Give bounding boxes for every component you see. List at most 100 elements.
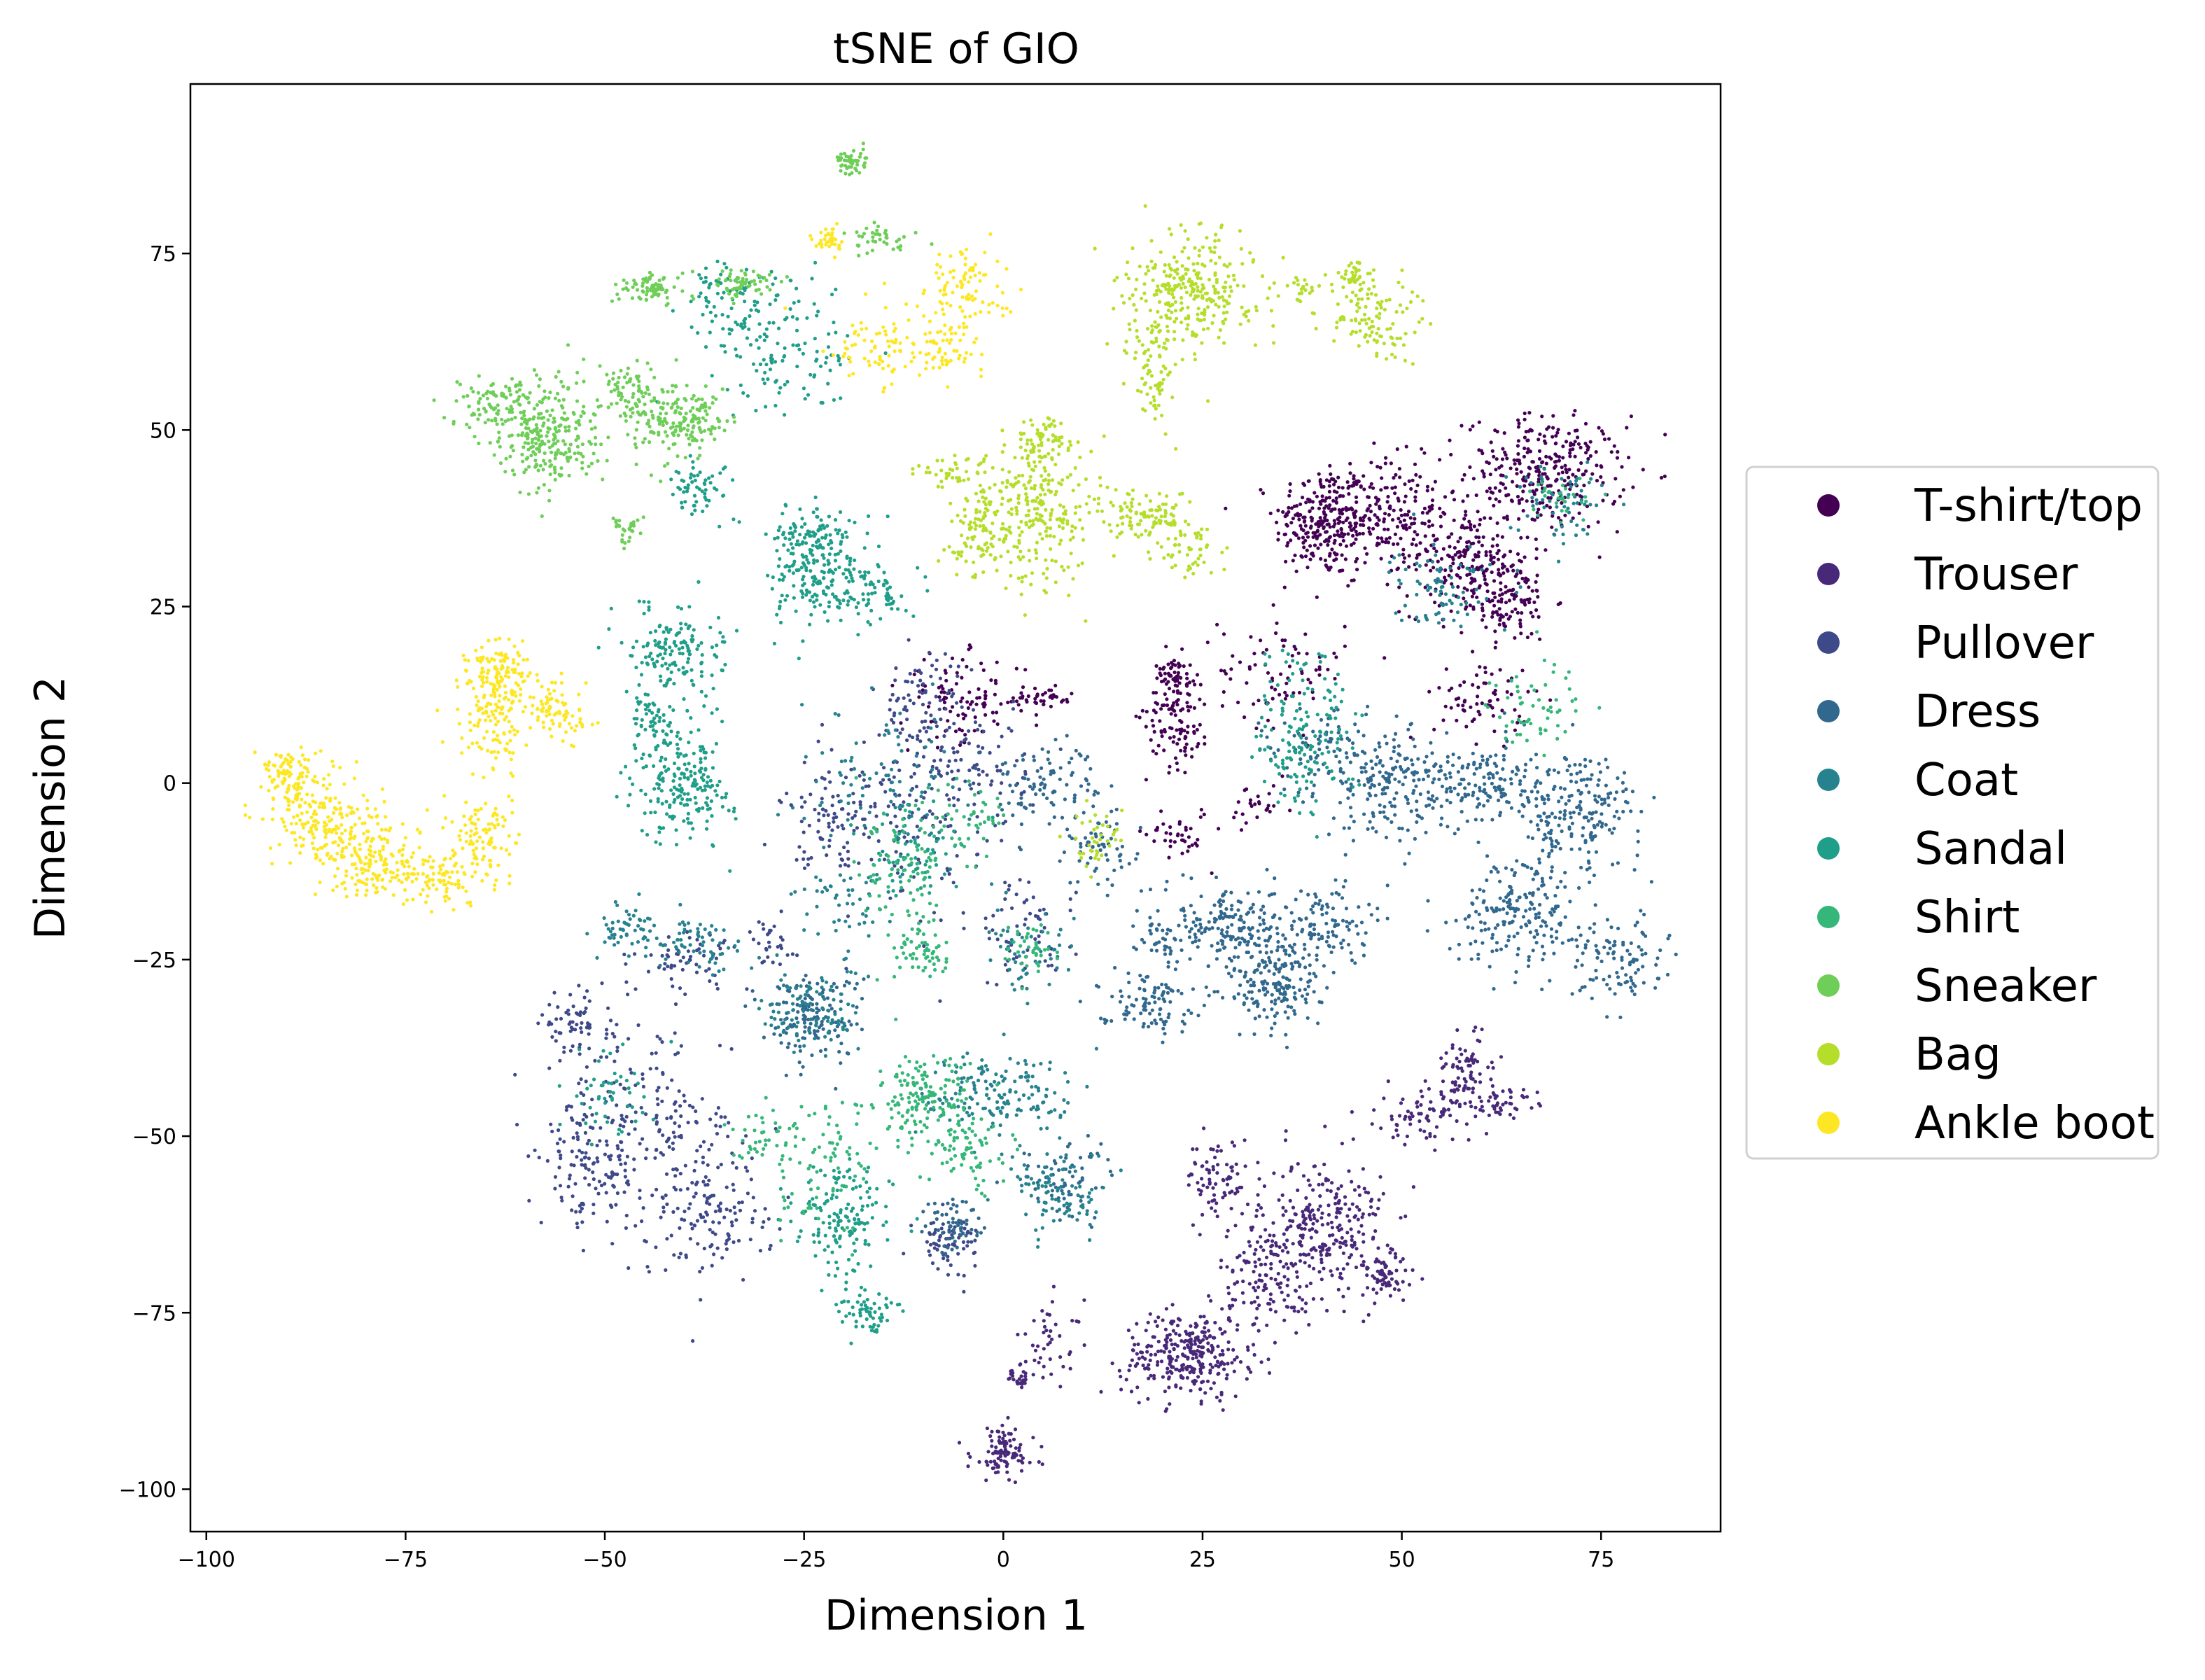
data-point xyxy=(920,691,925,695)
data-point xyxy=(1663,433,1667,437)
data-point xyxy=(732,1188,736,1192)
data-point xyxy=(932,911,937,915)
data-point xyxy=(895,699,899,703)
data-point xyxy=(1007,883,1011,888)
data-point xyxy=(1368,820,1372,824)
data-point xyxy=(1420,510,1424,515)
data-point xyxy=(1195,745,1199,749)
data-point xyxy=(1315,534,1320,538)
data-point xyxy=(1399,1259,1403,1264)
data-point xyxy=(1268,936,1272,940)
data-point xyxy=(650,1051,654,1056)
data-point xyxy=(1476,568,1480,572)
data-point xyxy=(1235,1328,1239,1332)
data-point xyxy=(1542,951,1546,955)
data-point xyxy=(1165,1334,1170,1338)
data-point xyxy=(1338,1240,1343,1245)
data-point xyxy=(1165,1340,1169,1344)
data-point xyxy=(1371,826,1375,830)
data-point xyxy=(654,1066,659,1070)
data-point xyxy=(867,835,872,839)
data-point xyxy=(1169,712,1173,716)
data-point xyxy=(1224,671,1228,676)
data-point xyxy=(620,1117,624,1121)
data-point xyxy=(1033,913,1038,918)
data-point xyxy=(1592,794,1597,798)
data-point xyxy=(680,967,685,972)
data-point xyxy=(1194,1162,1198,1166)
data-point xyxy=(1369,759,1373,763)
data-point xyxy=(963,779,967,783)
data-point xyxy=(1202,1126,1206,1130)
data-point xyxy=(1553,460,1558,464)
data-point xyxy=(1584,783,1588,788)
series-1 xyxy=(957,1026,1542,1485)
data-point xyxy=(1409,809,1413,813)
data-point xyxy=(1400,827,1404,831)
data-point xyxy=(1392,1287,1396,1292)
data-point xyxy=(1563,871,1567,875)
data-point xyxy=(1140,708,1144,713)
data-point xyxy=(1274,631,1278,636)
data-point xyxy=(1202,1315,1206,1319)
data-point xyxy=(1525,438,1530,442)
data-point xyxy=(1493,926,1497,930)
data-point xyxy=(587,1026,592,1030)
data-point xyxy=(1480,754,1485,758)
data-point xyxy=(1233,1357,1237,1362)
data-point xyxy=(1289,538,1293,542)
data-point xyxy=(1270,1243,1275,1247)
data-point xyxy=(1591,811,1595,815)
data-point xyxy=(1469,576,1474,580)
data-point xyxy=(1373,1212,1378,1217)
data-point xyxy=(1450,1100,1455,1105)
data-point xyxy=(1569,779,1573,783)
data-point xyxy=(1491,610,1495,615)
data-point xyxy=(1449,790,1453,794)
data-point xyxy=(645,1147,649,1152)
data-point xyxy=(895,825,899,829)
data-point xyxy=(1500,457,1505,461)
data-point xyxy=(1203,735,1207,739)
data-point xyxy=(1317,506,1322,510)
data-point xyxy=(1368,785,1373,790)
data-point xyxy=(1592,930,1596,934)
data-point xyxy=(1375,755,1380,759)
data-point xyxy=(1221,1408,1225,1412)
data-point xyxy=(666,948,671,952)
data-point xyxy=(1548,698,1553,702)
data-point xyxy=(1222,669,1226,673)
data-point xyxy=(1268,1302,1272,1306)
data-point xyxy=(1483,782,1487,786)
data-point xyxy=(1168,1338,1173,1342)
data-point xyxy=(1498,896,1502,900)
data-point xyxy=(961,1240,966,1244)
data-point xyxy=(1187,1334,1192,1338)
data-point xyxy=(1289,1167,1294,1171)
data-point xyxy=(1464,1079,1468,1084)
data-point xyxy=(579,1026,583,1030)
data-point xyxy=(701,953,706,958)
data-point xyxy=(1462,680,1466,685)
data-point xyxy=(1632,868,1637,872)
data-point xyxy=(1403,1117,1407,1121)
data-point xyxy=(1362,1232,1366,1236)
data-point xyxy=(1588,866,1592,870)
data-point xyxy=(1206,964,1210,968)
data-point xyxy=(864,784,868,788)
data-point xyxy=(1312,990,1316,994)
data-point xyxy=(1023,1374,1028,1378)
data-point xyxy=(1223,945,1227,949)
data-point xyxy=(1488,699,1492,704)
data-point xyxy=(1502,757,1506,762)
data-point xyxy=(1418,1119,1422,1124)
data-point xyxy=(1172,735,1176,739)
data-point xyxy=(676,1051,680,1055)
data-point xyxy=(1341,538,1345,543)
data-point xyxy=(1028,911,1032,916)
data-point xyxy=(1494,941,1499,945)
data-point xyxy=(590,1098,594,1102)
data-point xyxy=(1283,1138,1288,1142)
data-point xyxy=(851,792,855,796)
data-point xyxy=(1373,793,1378,797)
